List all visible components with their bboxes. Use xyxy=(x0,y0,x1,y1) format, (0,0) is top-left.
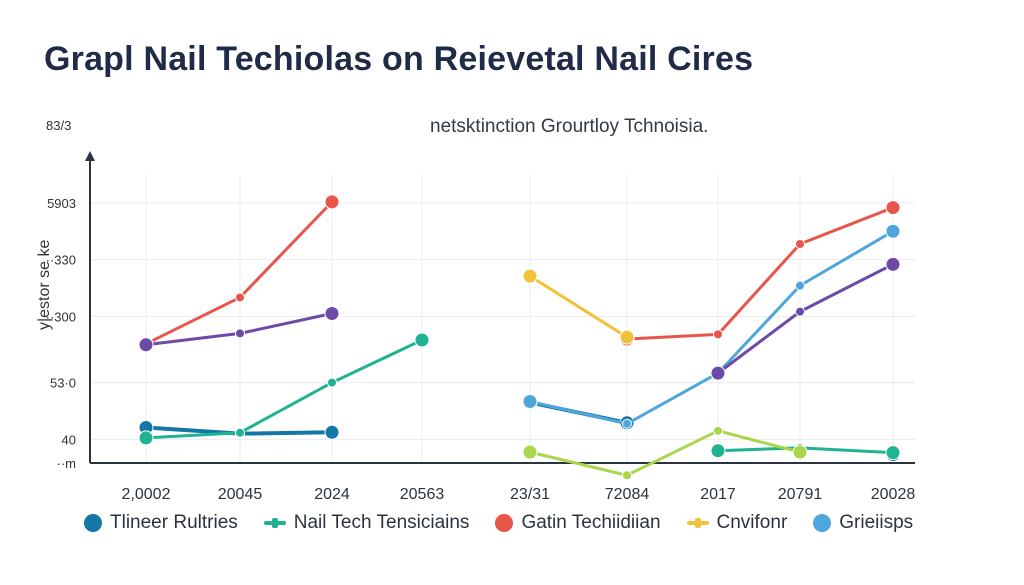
legend-label: Tlineer Rultries xyxy=(110,512,238,533)
legend-entry: Nail Tech Tensiciains xyxy=(263,512,470,534)
x-tick-label: 2,0002 xyxy=(122,486,171,503)
data-point xyxy=(710,365,726,381)
data-point xyxy=(795,238,805,249)
data-point xyxy=(522,444,538,460)
data-point xyxy=(795,306,805,317)
legend-label: Cnvifonr xyxy=(716,512,788,533)
y-axis-corner-label: 83/3 xyxy=(46,118,72,133)
data-point xyxy=(795,280,805,291)
x-tick-label: 20791 xyxy=(778,486,823,503)
series-line xyxy=(625,206,895,341)
legend-label: Gatin Techiidiian xyxy=(521,512,661,533)
data-point xyxy=(885,256,901,272)
series-line xyxy=(528,274,629,339)
legend-entry: Grieiisps xyxy=(813,512,913,534)
legend-line-marker xyxy=(686,518,709,528)
data-point xyxy=(885,223,901,239)
data-point xyxy=(522,268,538,284)
legend-label: Grieiisps xyxy=(839,512,914,533)
legend-entry: Gatin Techiidiian xyxy=(495,512,661,534)
y-tick-label: 5903 xyxy=(47,196,76,211)
data-point xyxy=(235,427,245,438)
y-tick-label: ··300 xyxy=(46,309,76,324)
data-point xyxy=(885,200,901,216)
chart-subtitle: netsktinction Grourtloy Tchnoisia. xyxy=(430,116,709,137)
data-point xyxy=(324,424,340,440)
y-tick-label: 53·0 xyxy=(50,376,76,391)
series-line xyxy=(144,200,334,346)
chart-legend: Tlineer Rultries Nail Tech Tensiciains Gat… xyxy=(84,512,913,534)
legend-entry: Cnvifonr xyxy=(686,512,788,534)
x-tick-label: 20045 xyxy=(218,486,263,503)
legend-dot-marker xyxy=(813,514,832,532)
x-tick-label: 2017 xyxy=(700,486,736,503)
x-tick-label: 23/31 xyxy=(510,486,550,503)
data-point xyxy=(710,443,726,459)
y-tick-label: ··m xyxy=(57,456,77,471)
data-point xyxy=(619,329,635,345)
data-point xyxy=(713,425,723,436)
chart-title: Grapl Nail Techiolas on Reievetal Nail C… xyxy=(44,40,754,78)
x-tick-label: 2024 xyxy=(314,486,350,503)
data-point xyxy=(235,292,245,303)
x-tick-label: 72084 xyxy=(605,486,650,503)
data-point xyxy=(327,377,337,388)
series-line xyxy=(144,338,424,440)
data-point xyxy=(522,394,538,410)
legend-dot-marker xyxy=(495,514,514,532)
y-tick-label: 40 xyxy=(62,432,76,447)
legend-line-marker xyxy=(263,518,286,528)
data-point xyxy=(792,444,808,460)
x-tick-label: 20563 xyxy=(400,486,445,503)
data-point xyxy=(324,194,340,210)
legend-dot-marker xyxy=(84,514,102,532)
data-point xyxy=(622,418,632,429)
y-tick-label: ··330 xyxy=(46,253,76,268)
series-line xyxy=(528,429,802,477)
data-point xyxy=(622,470,632,481)
data-point xyxy=(713,329,723,340)
data-point xyxy=(885,445,901,461)
data-point xyxy=(235,328,245,339)
y-axis-arrow xyxy=(85,151,95,161)
legend-label: Nail Tech Tensiciains xyxy=(293,512,470,533)
data-point xyxy=(414,332,430,348)
data-point xyxy=(138,430,154,446)
data-point xyxy=(138,337,154,353)
series-line xyxy=(716,262,895,375)
x-tick-label: 20028 xyxy=(871,486,916,503)
data-point xyxy=(324,306,340,322)
legend-entry: Tlineer Rultries xyxy=(84,512,238,534)
